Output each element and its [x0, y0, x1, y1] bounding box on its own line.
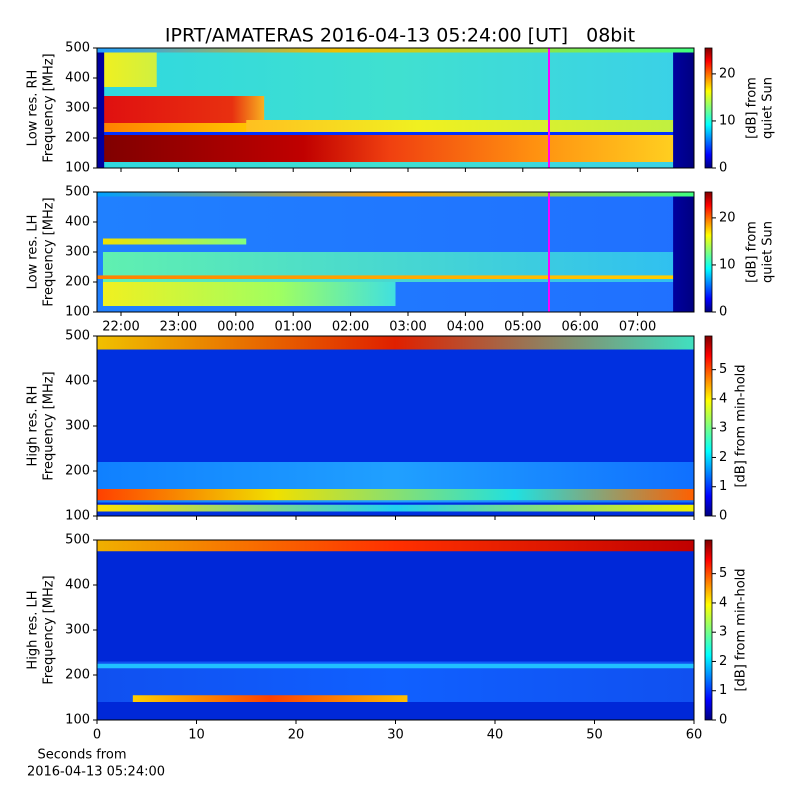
colorbar-tick-label: 2 — [719, 654, 727, 669]
x-axis-label: 2016-04-13 05:24:00 — [27, 765, 165, 780]
colorbar-tick-label: 0 — [719, 305, 727, 320]
x-tick-label: 20 — [288, 728, 305, 743]
y-tick-label: 100 — [65, 161, 90, 176]
x-tick-label: 03:00 — [389, 320, 426, 335]
spectrogram-region — [97, 336, 694, 350]
colorbar-tick-label: 5 — [719, 566, 727, 581]
colorbar-tick-label: 0 — [719, 161, 727, 176]
spectrogram-region — [97, 48, 694, 53]
y-tick-label: 300 — [65, 245, 90, 260]
y-axis-label: High res. RH — [26, 386, 41, 467]
colorbar-label: quiet Sun — [761, 77, 776, 139]
x-axis-label: Seconds from — [37, 748, 126, 763]
y-tick-label: 400 — [65, 374, 90, 389]
y-tick-label: 500 — [65, 329, 90, 344]
colorbar-tick-label: 10 — [719, 113, 736, 128]
chart-title: IPRT/AMATERAS 2016-04-13 05:24:00 [UT] 0… — [165, 25, 635, 47]
spectrogram-region — [673, 192, 694, 312]
y-axis-label: Low res. RH — [26, 70, 41, 147]
x-tick-label: 30 — [387, 728, 404, 743]
colorbar-tick-label: 5 — [719, 362, 727, 377]
colorbar-tick-label: 4 — [719, 595, 727, 610]
y-tick-label: 400 — [65, 215, 90, 230]
x-tick-label: 40 — [487, 728, 504, 743]
colorbar-tick-label: 3 — [719, 421, 727, 436]
colorbar-tick-label: 20 — [719, 66, 736, 81]
y-tick-label: 200 — [65, 131, 90, 146]
spectrogram-region — [102, 51, 157, 87]
y-tick-label: 100 — [65, 509, 90, 524]
x-tick-label: 10 — [188, 728, 205, 743]
colorbar-label: [dB] from min-hold — [734, 568, 749, 691]
x-tick-label: 50 — [586, 728, 603, 743]
spectrogram-region — [673, 48, 694, 168]
y-tick-label: 500 — [65, 41, 90, 56]
x-tick-label: 01:00 — [274, 320, 311, 335]
x-tick-label: 60 — [686, 728, 703, 743]
spectrogram-region — [102, 282, 396, 306]
y-tick-label: 300 — [65, 101, 90, 116]
x-tick-label: 04:00 — [447, 320, 484, 335]
y-tick-label: 300 — [65, 623, 90, 638]
colorbar-tick-label: 3 — [719, 625, 727, 640]
y-tick-label: 500 — [65, 533, 90, 548]
colorbar — [704, 335, 713, 517]
colorbar-label: quiet Sun — [761, 221, 776, 283]
y-axis-label: High res. LH — [26, 590, 41, 669]
colorbar — [704, 191, 713, 313]
x-tick-label: 23:00 — [160, 320, 197, 335]
x-tick-label: 07:00 — [619, 320, 656, 335]
x-tick-label: 02:00 — [332, 320, 369, 335]
spectrogram-region — [97, 504, 694, 512]
x-tick-label: 22:00 — [102, 320, 139, 335]
spectrogram-region — [102, 135, 677, 162]
colorbar-tick-label: 10 — [719, 257, 736, 272]
spectrogram-region — [97, 663, 694, 669]
x-tick-label: 06:00 — [561, 320, 598, 335]
y-axis-label: Frequency [MHz] — [42, 53, 57, 162]
x-tick-label: 00:00 — [217, 320, 254, 335]
y-axis-label: Low res. LH — [26, 215, 41, 290]
colorbar-label: [dB] from — [745, 77, 760, 139]
x-tick-label: 05:00 — [504, 320, 541, 335]
y-tick-label: 100 — [65, 305, 90, 320]
spectrogram-region — [97, 192, 694, 197]
y-tick-label: 500 — [65, 185, 90, 200]
spectrogram-region — [97, 275, 694, 279]
y-tick-label: 400 — [65, 71, 90, 86]
y-tick-label: 300 — [65, 419, 90, 434]
colorbar-tick-label: 1 — [719, 683, 727, 698]
colorbar — [704, 47, 713, 169]
spectrogram-region — [102, 238, 247, 245]
colorbar-tick-label: 20 — [719, 210, 736, 225]
colorbar-tick-label: 1 — [719, 479, 727, 494]
colorbar-label: [dB] from — [745, 221, 760, 283]
y-tick-label: 200 — [65, 668, 90, 683]
spectrogram-region — [97, 489, 694, 501]
spectrogram-region — [97, 540, 694, 552]
colorbar-tick-label: 4 — [719, 391, 727, 406]
colorbar-label: [dB] from min-hold — [734, 364, 749, 487]
y-tick-label: 100 — [65, 713, 90, 728]
spectrogram-region — [97, 48, 105, 168]
y-tick-label: 200 — [65, 275, 90, 290]
x-tick-label: 0 — [93, 728, 101, 743]
colorbar-tick-label: 2 — [719, 450, 727, 465]
y-tick-label: 400 — [65, 578, 90, 593]
spectrogram-region — [132, 695, 408, 702]
y-axis-label: Frequency [MHz] — [42, 371, 57, 480]
y-axis-label: Frequency [MHz] — [42, 575, 57, 684]
colorbar-tick-label: 0 — [719, 713, 727, 728]
colorbar-tick-label: 0 — [719, 509, 727, 524]
spectrogram-region — [102, 123, 277, 132]
y-tick-label: 200 — [65, 464, 90, 479]
colorbar — [704, 539, 713, 721]
y-axis-label: Frequency [MHz] — [42, 197, 57, 306]
spectrogram-region — [97, 132, 694, 135]
